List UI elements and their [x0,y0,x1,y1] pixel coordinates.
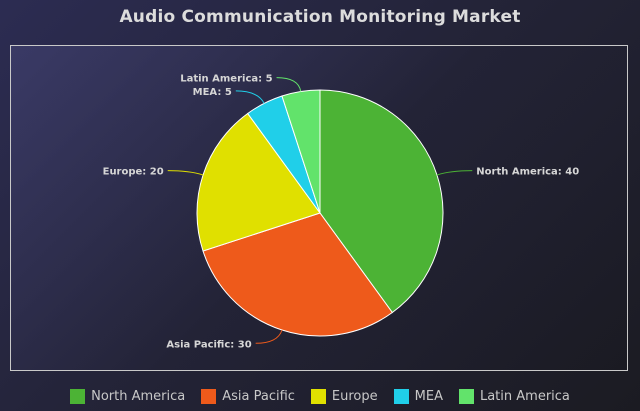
data-label-europe: Europe: 20 [103,167,164,178]
legend-label: Europe [331,389,378,404]
legend-item-north-america[interactable]: North America [70,389,185,404]
legend-label: Asia Pacific [222,389,295,404]
connector-latin-america [276,77,302,92]
pie-slice-europe[interactable] [196,112,321,252]
data-label-mea: MEA: 5 [193,87,232,98]
legend: North America Asia Pacific Europe MEA Latin … [0,389,640,404]
legend-label: North America [91,389,186,404]
chart-title: Audio Communication Monitoring Market [119,7,521,27]
connector-europe [167,170,204,176]
connector-asia-pacific [255,329,283,344]
legend-swatch [310,389,326,404]
legend-label: Latin America [479,389,570,404]
data-label-asia-pacific: Asia Pacific: 30 [166,339,251,350]
data-label-north-america: North America: 40 [476,167,579,178]
legend-swatch [458,389,474,404]
connector-mea [235,90,265,104]
legend-item-mea[interactable]: MEA [393,389,443,404]
legend-swatch [393,389,409,404]
legend-swatch [201,389,217,404]
legend-item-asia-pacific[interactable]: Asia Pacific [201,389,295,404]
legend-item-europe[interactable]: Europe [310,389,378,404]
data-label-latin-america: Latin America: 5 [180,74,272,85]
legend-swatch [70,389,86,404]
pie-slice-latin-america[interactable] [281,89,321,214]
connector-north-america [436,170,473,176]
legend-label: MEA [414,389,443,404]
legend-item-latin-america[interactable]: Latin America [458,389,570,404]
